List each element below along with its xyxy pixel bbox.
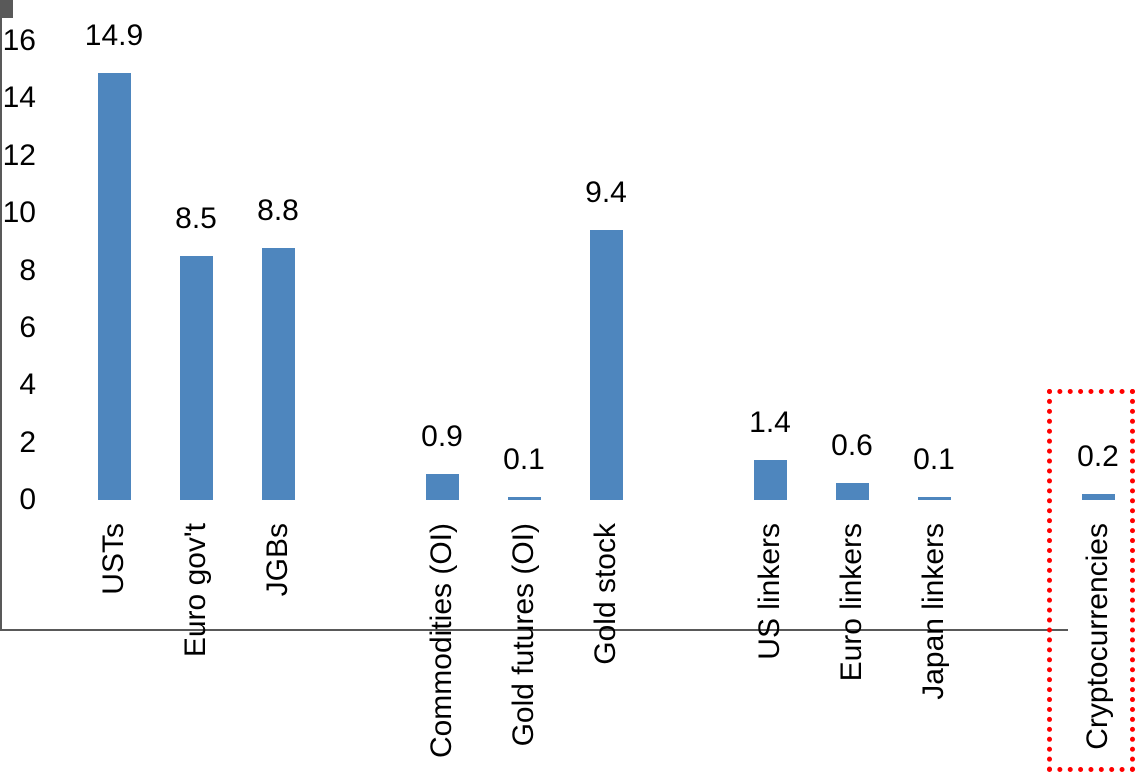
bar-gold-futures-oi [507, 497, 541, 500]
y-axis-tick [0, 2, 13, 4]
x-axis-tick [0, 18, 2, 29]
x-axis-label-euro-gov-t: Euro gov't [179, 523, 212, 658]
y-axis-tick-label: 12 [2, 138, 36, 172]
x-axis-tick [0, 73, 2, 84]
y-axis-tick [0, 4, 13, 6]
y-axis-tick [0, 6, 13, 8]
bar-gold-stock [589, 230, 623, 500]
bar-commodities-oi [425, 474, 459, 500]
bar-us-linkers [753, 459, 787, 500]
y-axis-tick [0, 8, 13, 10]
value-label-us-linkers: 1.4 [749, 405, 791, 439]
x-axis-tick [0, 62, 2, 73]
x-axis-tick [0, 139, 2, 150]
x-axis-tick [0, 84, 2, 95]
x-axis-tick [0, 95, 2, 106]
y-axis-tick [0, 10, 13, 12]
y-axis-line [0, 161, 2, 629]
x-axis-label-gold-futures-oi: Gold futures (OI) [507, 523, 540, 747]
value-label-euro-gov-t: 8.5 [175, 202, 217, 236]
x-axis-label-commodities-oi: Commodities (OI) [425, 523, 458, 759]
x-axis-label-usts: USTs [97, 523, 130, 595]
bar-cryptocurrencies [1081, 494, 1115, 500]
value-label-gold-futures-oi: 0.1 [503, 443, 545, 477]
bar-usts [97, 72, 131, 500]
value-label-gold-stock: 9.4 [585, 176, 627, 210]
y-axis-tick [0, 14, 13, 16]
highlight-rectangle-cryptocurrencies [1047, 389, 1135, 772]
y-axis-tick-label: 16 [2, 24, 36, 57]
y-axis-tick-label: 14 [2, 81, 36, 115]
value-label-japan-linkers: 0.1 [913, 443, 955, 477]
bar-jgbs [261, 247, 295, 500]
y-axis-tick [0, 12, 13, 14]
x-axis-label-japan-linkers: Japan linkers [917, 523, 950, 700]
value-label-jgbs: 8.8 [257, 193, 299, 227]
x-axis-tick [0, 117, 2, 128]
y-axis-tick-label: 0 [19, 483, 36, 516]
value-label-cryptocurrencies: 0.2 [1077, 440, 1119, 474]
x-axis-tick [0, 128, 2, 139]
x-axis-tick [0, 51, 2, 62]
value-label-commodities-oi: 0.9 [421, 420, 463, 454]
bar-japan-linkers [917, 497, 951, 500]
x-axis-tick [0, 150, 2, 161]
x-axis-label-gold-stock: Gold stock [589, 523, 622, 665]
x-axis-line [0, 629, 1068, 631]
bar-euro-gov-t [179, 256, 213, 500]
y-axis-tick [0, 16, 13, 18]
x-axis-label-euro-linkers: Euro linkers [835, 523, 868, 682]
y-axis-tick [0, 0, 13, 2]
value-label-euro-linkers: 0.6 [831, 428, 873, 462]
x-axis-tick [0, 40, 2, 51]
bar-euro-linkers [835, 482, 869, 500]
x-axis-tick [0, 106, 2, 117]
x-axis-tick [0, 29, 2, 40]
y-axis-tick-label: 4 [19, 368, 36, 402]
y-axis-tick-label: 2 [19, 425, 36, 459]
y-axis-tick-label: 6 [19, 310, 36, 344]
y-axis-tick-label: 8 [19, 253, 36, 287]
x-axis-label-jgbs: JGBs [261, 523, 294, 597]
y-axis-tick-label: 10 [2, 196, 36, 230]
value-label-usts: 14.9 [84, 18, 144, 52]
x-axis-label-us-linkers: US linkers [753, 523, 786, 660]
